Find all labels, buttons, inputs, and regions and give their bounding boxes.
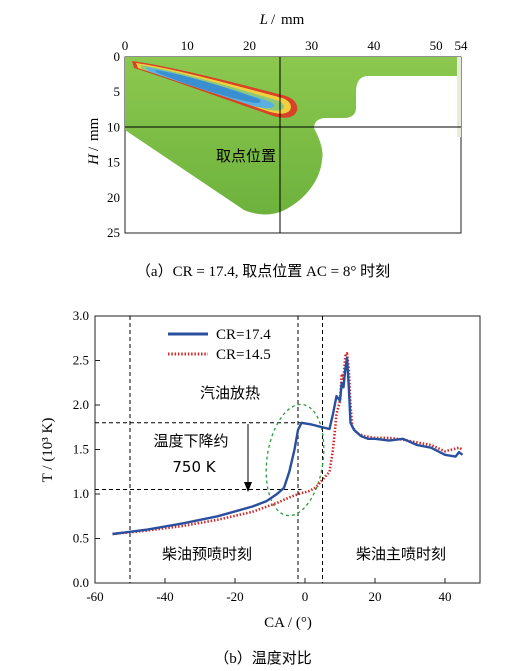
panel-a-x-tick-label: 30 bbox=[305, 38, 318, 53]
panel-a-xaxis-unit-sep: / bbox=[271, 12, 276, 28]
panel-b-x-tick-label: -60 bbox=[86, 589, 103, 604]
panel-b: -60 -40 -20 0 20 40 0.0 0.5 1.0 1.5 2.0 2.5 3.0 CR=… bbox=[40, 308, 481, 667]
panel-b-x-tick-label: -20 bbox=[226, 589, 243, 604]
panel-a-y-tick-label: 5 bbox=[114, 84, 121, 99]
panel-a-x-tick-label: 10 bbox=[181, 38, 194, 53]
panel-b-y-tick-label: 2.5 bbox=[73, 353, 89, 368]
panel-b-caption: （b）温度对比 bbox=[214, 650, 312, 667]
series-line-cr145 bbox=[112, 352, 464, 536]
panel-b-x-tick-label: 20 bbox=[369, 589, 382, 604]
panel-a-x-tick-label: 50 bbox=[430, 38, 443, 53]
panel-a-marker-label: 取点位置 bbox=[216, 147, 276, 165]
panel-b-y-tick-label: 0.0 bbox=[73, 575, 89, 590]
series-line-cr174 bbox=[112, 356, 464, 536]
panel-b-annotation-pilot: 柴油预喷时刻 bbox=[162, 545, 252, 563]
legend-label-cr174: CR=17.4 bbox=[216, 327, 271, 343]
panel-b-y-tick-label: 3.0 bbox=[73, 308, 89, 323]
panel-b-annotation-750k: 750 K bbox=[172, 458, 216, 476]
panel-b-annotation-heat-release: 汽油放热 bbox=[200, 384, 260, 402]
panel-a-yaxis-unit: mm bbox=[86, 117, 102, 141]
legend-label-cr145: CR=14.5 bbox=[216, 347, 271, 363]
panel-b-annotation-temp-drop: 温度下降约 bbox=[153, 432, 228, 450]
panel-a-caption: （a）CR = 17.4, 取点位置 AC = 8° 时刻 bbox=[136, 263, 390, 280]
panel-b-legend: CR=17.4 CR=14.5 bbox=[168, 327, 271, 363]
panel-a-edge-strip bbox=[457, 57, 461, 137]
panel-a-y-tick-label: 15 bbox=[107, 155, 120, 170]
panel-b-y-tick-label: 1.0 bbox=[73, 486, 89, 501]
panel-a-y-tick-label: 20 bbox=[107, 190, 120, 205]
panel-b-x-tick-label: -40 bbox=[156, 589, 173, 604]
panel-a-x-tick-label: 20 bbox=[243, 38, 256, 53]
panel-b-y-ticks: 0.0 0.5 1.0 1.5 2.0 2.5 3.0 bbox=[73, 308, 100, 590]
panel-b-series bbox=[112, 352, 464, 536]
panel-a-combustion-chamber bbox=[125, 57, 461, 215]
panel-a-yaxis-unit-sep: / bbox=[86, 146, 102, 151]
panel-a-y-tick-label: 0 bbox=[114, 49, 121, 64]
panel-a-yaxis-label: H bbox=[86, 153, 102, 166]
panel-a-y-tick-label: 10 bbox=[107, 119, 120, 134]
panel-b-x-tick-label: 40 bbox=[439, 589, 452, 604]
panel-a-x-tick-label: 40 bbox=[367, 38, 380, 53]
panel-b-x-tick-label: 0 bbox=[302, 589, 309, 604]
panel-b-x-ticks: -60 -40 -20 0 20 40 bbox=[86, 578, 452, 604]
panel-a-flame-plume bbox=[132, 61, 298, 118]
panel-b-y-tick-label: 1.5 bbox=[73, 442, 89, 457]
panel-a-x-tick-label: 0 bbox=[122, 38, 129, 53]
panel-a-xaxis-unit: mm bbox=[281, 12, 305, 28]
panel-a-x-tick-label: 54 bbox=[455, 38, 469, 53]
panel-b-highlight-ellipse bbox=[265, 403, 325, 517]
panel-b-ylabel: T / (10³ K) bbox=[40, 418, 56, 483]
panel-b-y-tick-label: 2.0 bbox=[73, 397, 89, 412]
panel-a: L / mm H / mm 0 10 20 30 40 50 54 0 5 10 15 20 25 取… bbox=[86, 12, 468, 280]
panel-b-annotation-main: 柴油主喷时刻 bbox=[356, 545, 446, 563]
panel-b-reference-lines bbox=[95, 316, 323, 583]
panel-b-drop-arrowhead bbox=[244, 482, 252, 492]
panel-a-xaxis-label: L bbox=[259, 12, 268, 28]
panel-b-y-tick-label: 0.5 bbox=[73, 531, 89, 546]
panel-b-xlabel: CA / (°) bbox=[264, 615, 312, 631]
panel-a-y-tick-label: 25 bbox=[107, 225, 120, 240]
